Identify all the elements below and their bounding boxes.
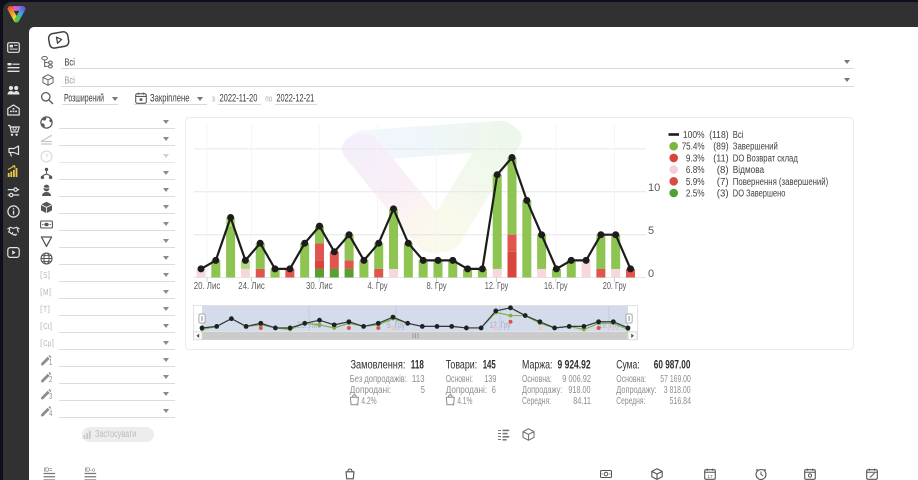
svg-text:по: по xyxy=(265,94,272,104)
svg-text:ID-o: ID-o xyxy=(85,468,96,474)
svg-text:9 006.92: 9 006.92 xyxy=(562,373,591,385)
svg-text:4. Гру: 4. Гру xyxy=(368,280,389,292)
svg-text:5: 5 xyxy=(421,384,425,396)
svg-text:Всі: Всі xyxy=(64,75,75,87)
svg-text:Основна:: Основна: xyxy=(616,373,646,385)
svg-text:ID=: ID= xyxy=(44,468,53,474)
svg-text:5. Гру: 5. Гру xyxy=(387,320,405,331)
svg-text:8. Гру: 8. Гру xyxy=(427,280,448,292)
svg-text:(8): (8) xyxy=(717,165,729,176)
svg-text:19. Гру: 19. Гру xyxy=(599,320,620,331)
svg-text:DO Возврат склад: DO Возврат склад xyxy=(733,153,798,164)
svg-text:2.5%: 2.5% xyxy=(686,189,705,200)
svg-text:20. Гру: 20. Гру xyxy=(603,280,627,292)
svg-text:(11): (11) xyxy=(713,153,728,164)
svg-text:6.8%: 6.8% xyxy=(686,165,705,176)
svg-text:Розширений: Розширений xyxy=(64,93,104,105)
svg-text:Завершений: Завершений xyxy=(733,142,778,153)
svg-text:12. Гру: 12. Гру xyxy=(485,280,509,292)
svg-text:6: 6 xyxy=(492,384,496,396)
svg-text:10: 10 xyxy=(648,182,660,194)
svg-text:(89): (89) xyxy=(713,142,728,153)
svg-text:113: 113 xyxy=(412,373,425,385)
svg-text:DO Завершено: DO Завершено xyxy=(733,189,786,200)
svg-text:(118): (118) xyxy=(709,130,728,141)
svg-text:x: x xyxy=(356,401,359,406)
svg-text:2022-12-21: 2022-12-21 xyxy=(276,93,314,105)
svg-text:4.2%: 4.2% xyxy=(361,395,376,407)
svg-text:139: 139 xyxy=(484,373,496,385)
svg-text:9.3%: 9.3% xyxy=(686,153,705,164)
svg-text:Всі: Всі xyxy=(733,130,744,141)
svg-text:84.11: 84.11 xyxy=(573,395,591,407)
svg-text:5: 5 xyxy=(648,225,654,237)
svg-text:Середня:: Середня: xyxy=(522,395,551,407)
svg-text:57 169.00: 57 169.00 xyxy=(660,373,691,385)
svg-text:Повернення (завершений): Повернення (завершений) xyxy=(733,177,828,188)
svg-text:3 818.00: 3 818.00 xyxy=(664,384,691,396)
svg-text:Без допродажів:: Без допродажів: xyxy=(350,373,407,385)
svg-text:Товари:: Товари: xyxy=(446,358,478,372)
svg-text:100%: 100% xyxy=(683,130,705,141)
svg-text:Основна:: Основна: xyxy=(522,373,552,385)
svg-text:(7): (7) xyxy=(717,177,729,188)
svg-text:9 924.92: 9 924.92 xyxy=(558,358,591,372)
svg-text:2022-11-20: 2022-11-20 xyxy=(220,93,258,105)
svg-text:75.4%: 75.4% xyxy=(682,142,705,153)
svg-text:Закріплене: Закріплене xyxy=(150,93,190,105)
svg-text:Допродані:: Допродані: xyxy=(446,384,487,396)
svg-text:12. Гру: 12. Гру xyxy=(490,320,511,331)
svg-text:Маржа:: Маржа: xyxy=(522,358,553,372)
svg-text:Сума:: Сума: xyxy=(616,358,639,372)
svg-text:20. Лис: 20. Лис xyxy=(194,280,221,292)
svg-text:Відмова: Відмова xyxy=(733,165,765,176)
svg-text:(3): (3) xyxy=(717,189,729,200)
svg-text:Основні:: Основні: xyxy=(446,373,473,385)
svg-text:16. Гру: 16. Гру xyxy=(544,280,568,292)
svg-text:516.84: 516.84 xyxy=(670,395,692,407)
svg-text:Середня:: Середня: xyxy=(616,395,645,407)
svg-text:60 987.00: 60 987.00 xyxy=(654,358,691,372)
svg-text:Допродані:: Допродані: xyxy=(350,384,391,396)
svg-text:30. Лис: 30. Лис xyxy=(306,280,333,292)
svg-text:x: x xyxy=(452,401,455,406)
svg-text:з: з xyxy=(212,94,216,104)
svg-text:4.1%: 4.1% xyxy=(457,395,472,407)
svg-text:Допродажу:: Допродажу: xyxy=(522,384,562,396)
svg-text:24. Лис: 24. Лис xyxy=(238,280,265,292)
svg-text:17: 17 xyxy=(707,474,713,480)
svg-text:5.9%: 5.9% xyxy=(686,177,705,188)
svg-text:0: 0 xyxy=(648,268,654,280)
svg-text:118: 118 xyxy=(411,358,424,372)
svg-text:Замовлення:: Замовлення: xyxy=(351,358,406,372)
svg-text:26. Лис: 26. Лис xyxy=(297,320,321,331)
svg-text:145: 145 xyxy=(483,358,496,372)
svg-text:Всі: Всі xyxy=(64,57,75,69)
svg-text:918.00: 918.00 xyxy=(568,384,590,396)
svg-text:Допродажу:: Допродажу: xyxy=(616,384,656,396)
svg-text:?: ? xyxy=(44,152,48,161)
